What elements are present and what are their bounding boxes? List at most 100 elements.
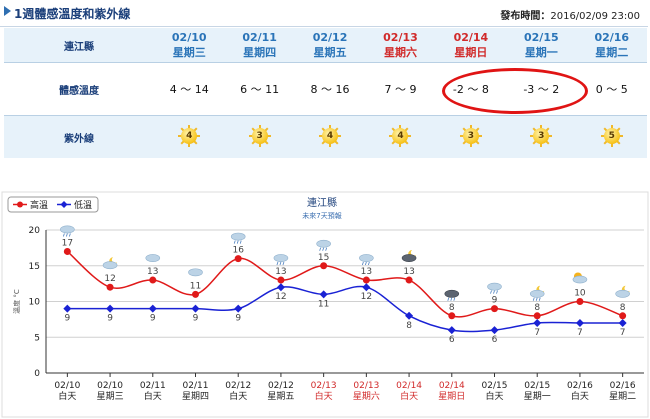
dark-cloud-rain-icon — [444, 289, 460, 301]
high-temp-point — [362, 276, 370, 284]
cloudy-icon — [145, 254, 161, 262]
feel-temp-label: 體感溫度 — [4, 62, 154, 116]
legend-box — [7, 196, 99, 213]
x-tick-date: 02/12 — [268, 381, 294, 391]
rain-drop — [62, 233, 65, 237]
cloud-shape — [359, 254, 374, 262]
y-tick-label: 15 — [29, 262, 40, 272]
low-temp-point — [618, 318, 627, 327]
x-tick-date: 02/13 — [353, 381, 379, 391]
location-label: 連江縣 — [4, 28, 154, 63]
low-temp-label: 9 — [107, 314, 113, 324]
feel-temp-value: 7 ～ 9 — [384, 83, 417, 96]
cloudy-rain-icon — [60, 225, 75, 237]
uv-sun-icon: 3 — [530, 124, 553, 147]
low-temp-point — [106, 304, 115, 313]
high-temp-label: 11 — [190, 281, 201, 291]
uv-sun-icon: 4 — [389, 124, 412, 147]
day-weekday: 星期三 — [172, 45, 206, 59]
x-tick-date: 02/13 — [311, 381, 337, 391]
high-temp-label: 10 — [574, 289, 586, 299]
low-temp-point — [533, 318, 542, 327]
x-tick-period: 星期二 — [609, 391, 636, 402]
high-temp-point — [576, 298, 584, 305]
day-feel-temp: 4 ～ 14 — [154, 62, 225, 116]
cloudy-rain-icon — [316, 239, 331, 251]
y-tick-label: 10 — [29, 298, 41, 308]
uv-index-value: 3 — [533, 127, 550, 144]
rain-drop — [447, 297, 450, 301]
high-temp-label: 13 — [147, 267, 158, 277]
legend-label: 高溫 — [30, 199, 48, 211]
low-temp-label: 7 — [577, 328, 583, 338]
high-temp-point — [448, 312, 456, 320]
rain-drop — [453, 297, 456, 301]
feel-temp-value: 8 ～ 16 — [310, 83, 350, 96]
x-tick-period: 星期日 — [438, 391, 465, 402]
partly-cloudy-night-icon — [615, 285, 630, 298]
rain-drop — [538, 297, 541, 301]
day-date: 02/12 — [312, 30, 348, 44]
cloud-shape — [615, 289, 630, 298]
high-temp-point — [533, 312, 541, 320]
uv-index-value: 4 — [392, 127, 409, 144]
low-temp-point — [148, 304, 157, 313]
high-temp-label: 17 — [62, 238, 73, 248]
high-temp-point — [405, 276, 413, 284]
issued-value: 2016/02/09 23:00 — [550, 11, 640, 22]
rain-drop — [493, 290, 495, 294]
high-temp-label: 13 — [275, 267, 286, 277]
rain-drop — [276, 261, 279, 266]
high-temp-label: 9 — [492, 296, 498, 306]
high-temp-point — [106, 283, 114, 291]
cloud-shape — [316, 239, 331, 248]
day-uv: 5 — [576, 115, 647, 158]
x-tick-period: 白天 — [571, 390, 589, 402]
section-title: 1週體感溫度和紫外線 — [14, 7, 131, 21]
low-temp-point — [63, 304, 72, 313]
uv-sun-icon: 3 — [459, 124, 482, 147]
day-uv: 4 — [154, 115, 225, 158]
high-temp-label: 13 — [403, 267, 414, 277]
cloud-shape — [145, 254, 161, 262]
partly-cloudy-night-icon — [102, 257, 118, 270]
x-tick-period: 白天 — [400, 390, 418, 402]
date-row: 連江縣 02/10 星期三 02/11 星期四 02/12 星期五 02/13 星期六 02/1… — [4, 28, 647, 63]
low-temp-label: 6 — [492, 335, 498, 345]
day-weekday: 星期二 — [595, 45, 629, 59]
high-temp-label: 8 — [534, 303, 540, 313]
high-temp-label: 15 — [318, 253, 329, 263]
day-uv: 4 — [294, 115, 366, 158]
high-temp-point — [192, 290, 199, 298]
x-tick-date: 02/10 — [54, 381, 80, 391]
low-temp-point — [405, 311, 414, 320]
rain-drop — [364, 261, 367, 266]
cloudy-rain-night-icon — [529, 285, 545, 301]
day-header: 02/16 星期二 — [576, 28, 647, 63]
uv-index-value: 3 — [462, 127, 479, 144]
rain-drop — [279, 261, 282, 266]
high-temp-label: 12 — [104, 274, 115, 284]
rain-drop — [322, 247, 325, 251]
expand-arrow-icon[interactable] — [4, 6, 11, 16]
uv-index-value: 5 — [603, 127, 620, 144]
day-date: 02/11 — [242, 30, 277, 44]
x-tick-period: 白天 — [315, 390, 333, 402]
low-temp-label: 9 — [193, 314, 199, 324]
low-temp-label: 12 — [275, 292, 286, 302]
day-feel-temp: 6 ～ 11 — [224, 62, 295, 116]
x-tick-date: 02/15 — [524, 381, 550, 391]
issued-time: 發布時間：2016/02/09 23:00 — [500, 7, 640, 22]
low-temp-point — [319, 290, 328, 299]
low-temp-point — [575, 318, 584, 327]
day-feel-temp: 7 ～ 9 — [365, 62, 436, 116]
low-temp-point — [362, 283, 371, 292]
high-temp-point — [234, 255, 242, 263]
uv-sun-icon: 4 — [319, 124, 342, 147]
rain-drop — [325, 247, 328, 251]
low-temp-point — [490, 326, 499, 335]
x-tick-period: 星期六 — [353, 390, 380, 402]
cloudy-rain-icon — [487, 282, 502, 294]
rain-drop — [319, 247, 322, 251]
rain-drop — [367, 261, 370, 266]
